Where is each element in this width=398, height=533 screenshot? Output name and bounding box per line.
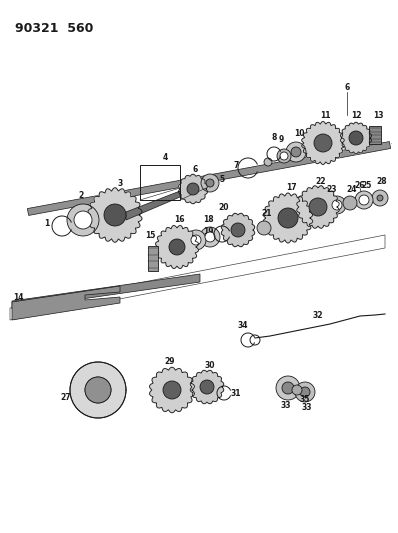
- Text: 29: 29: [165, 358, 175, 367]
- Text: 90321  560: 90321 560: [15, 22, 94, 35]
- Circle shape: [292, 385, 302, 395]
- Polygon shape: [190, 370, 224, 403]
- Text: 18: 18: [203, 215, 213, 224]
- Text: 22: 22: [316, 177, 326, 187]
- Circle shape: [280, 152, 288, 160]
- Circle shape: [332, 200, 342, 210]
- Polygon shape: [263, 193, 313, 243]
- Circle shape: [70, 362, 126, 418]
- Bar: [369, 126, 381, 144]
- Circle shape: [67, 204, 99, 236]
- Text: 28: 28: [377, 177, 387, 187]
- Text: 6: 6: [192, 165, 198, 174]
- Circle shape: [343, 196, 357, 210]
- Text: 21: 21: [262, 209, 272, 219]
- Text: 35: 35: [300, 395, 310, 405]
- Circle shape: [276, 376, 300, 400]
- Circle shape: [309, 198, 327, 216]
- Polygon shape: [340, 122, 372, 154]
- Circle shape: [377, 195, 383, 201]
- Polygon shape: [126, 191, 180, 220]
- Circle shape: [206, 179, 214, 187]
- Circle shape: [355, 191, 373, 209]
- Text: 17: 17: [286, 183, 297, 192]
- Bar: [140, 165, 180, 200]
- Circle shape: [282, 382, 294, 394]
- Text: 25: 25: [362, 181, 372, 190]
- Circle shape: [187, 183, 199, 195]
- Polygon shape: [179, 174, 207, 204]
- Circle shape: [186, 230, 206, 250]
- Circle shape: [74, 211, 92, 229]
- Circle shape: [205, 232, 215, 242]
- Text: 4: 4: [162, 152, 168, 161]
- Circle shape: [372, 190, 388, 206]
- Text: 31: 31: [231, 389, 241, 398]
- Circle shape: [104, 204, 126, 226]
- Circle shape: [291, 147, 301, 157]
- Text: 34: 34: [238, 321, 248, 330]
- Polygon shape: [88, 188, 142, 242]
- Text: 11: 11: [320, 111, 330, 120]
- Polygon shape: [70, 362, 126, 418]
- Polygon shape: [156, 225, 199, 269]
- Text: 2: 2: [78, 191, 84, 200]
- Text: 32: 32: [313, 311, 323, 320]
- Circle shape: [200, 227, 220, 247]
- Text: 33: 33: [281, 401, 291, 410]
- Circle shape: [314, 134, 332, 152]
- Polygon shape: [297, 185, 339, 228]
- Circle shape: [295, 382, 315, 402]
- Circle shape: [278, 208, 298, 228]
- Circle shape: [328, 196, 346, 214]
- Text: 3: 3: [117, 179, 123, 188]
- Circle shape: [201, 174, 219, 192]
- Text: 12: 12: [351, 111, 361, 120]
- Circle shape: [349, 131, 363, 145]
- Text: 33: 33: [302, 403, 312, 413]
- Text: 14: 14: [13, 294, 23, 303]
- Circle shape: [257, 221, 271, 235]
- Circle shape: [286, 142, 306, 162]
- Circle shape: [169, 239, 185, 255]
- Circle shape: [359, 195, 369, 205]
- Polygon shape: [12, 274, 200, 309]
- Text: 8: 8: [271, 133, 277, 142]
- Text: 9: 9: [278, 135, 284, 144]
- Text: 23: 23: [327, 184, 337, 193]
- Circle shape: [163, 381, 181, 399]
- Circle shape: [85, 377, 111, 403]
- Bar: [148, 246, 158, 271]
- Circle shape: [264, 158, 272, 166]
- Polygon shape: [302, 122, 344, 165]
- Text: 20: 20: [219, 204, 229, 213]
- Text: 27: 27: [60, 393, 71, 402]
- Text: 13: 13: [373, 110, 383, 119]
- Circle shape: [277, 149, 291, 163]
- Circle shape: [200, 380, 214, 394]
- Text: 15: 15: [145, 231, 155, 240]
- Circle shape: [85, 377, 111, 403]
- Text: 7: 7: [233, 160, 239, 169]
- Text: 30: 30: [205, 360, 215, 369]
- Text: 16: 16: [174, 215, 184, 224]
- Circle shape: [300, 387, 310, 397]
- Text: 5: 5: [219, 175, 224, 184]
- Text: 6: 6: [344, 84, 349, 93]
- Text: 26: 26: [355, 181, 365, 190]
- Polygon shape: [221, 213, 255, 247]
- Polygon shape: [27, 142, 390, 215]
- Circle shape: [191, 235, 201, 245]
- Circle shape: [231, 223, 245, 237]
- Polygon shape: [12, 286, 120, 320]
- Text: 19: 19: [203, 227, 213, 236]
- Text: 1: 1: [44, 220, 50, 229]
- Text: 24: 24: [347, 184, 357, 193]
- Polygon shape: [150, 367, 195, 413]
- Text: 10: 10: [294, 130, 304, 139]
